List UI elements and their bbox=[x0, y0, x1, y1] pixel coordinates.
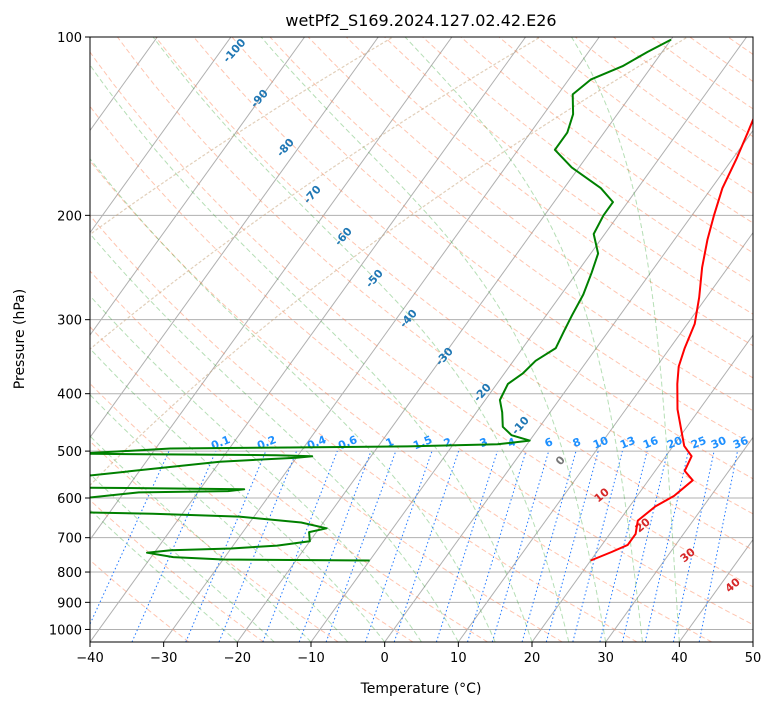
dewpoint-profile-line bbox=[90, 38, 672, 562]
mixing-ratio-label: 16 bbox=[641, 434, 660, 452]
mixing-ratio-label: 36 bbox=[731, 434, 750, 452]
moist-adiabat-line bbox=[90, 394, 349, 642]
mixing-ratio-line bbox=[364, 450, 433, 642]
dry-adiabat-line bbox=[90, 51, 753, 588]
isotherm-line bbox=[90, 37, 306, 336]
mixing-ratio-line bbox=[185, 450, 267, 642]
moist-adiabat-line bbox=[571, 37, 680, 642]
moist-adiabat-line bbox=[90, 435, 312, 642]
dry-adiabat-line bbox=[193, 37, 753, 480]
mixing-ratio-line bbox=[698, 451, 738, 642]
dry-adiabat-line bbox=[90, 160, 712, 642]
temperature-profile-line bbox=[590, 117, 753, 562]
mixing-ratio-label: 10 bbox=[591, 434, 610, 452]
y-tick-label: 500 bbox=[57, 445, 82, 460]
dry-adiabat-line bbox=[90, 270, 563, 642]
x-tick-label: −40 bbox=[76, 651, 103, 666]
mixing-ratio-label: 25 bbox=[689, 434, 708, 452]
mixing-ratio-label: 1 bbox=[384, 435, 396, 450]
y-axis-label: Pressure (hPa) bbox=[12, 289, 28, 389]
y-tick-label: 100 bbox=[57, 31, 82, 46]
dry-adiabat-line bbox=[117, 37, 753, 551]
background-lines bbox=[90, 37, 753, 642]
mixing-ratio-label: 20 bbox=[665, 434, 684, 452]
moist-adiabat-line bbox=[90, 347, 386, 642]
dry-adiabat-line bbox=[90, 214, 638, 642]
moist-adiabat-line bbox=[90, 295, 422, 642]
mixing-ratio-line bbox=[572, 450, 623, 642]
isotherm-line bbox=[90, 37, 453, 541]
y-tick-label: 800 bbox=[57, 566, 82, 581]
mixing-ratio-line bbox=[325, 450, 397, 642]
isotherm-line bbox=[384, 129, 753, 642]
isotherm-line bbox=[531, 334, 753, 642]
moist-adiabat-line bbox=[90, 233, 459, 642]
y-tick-label: 300 bbox=[57, 314, 82, 329]
isotherm-line bbox=[678, 538, 753, 642]
x-tick-label: 10 bbox=[450, 651, 467, 666]
axis-ticks: −40 −30 −20 −10 0 10 20 30 40 50 100 200 300 400 500 60… bbox=[49, 31, 761, 666]
dry-adiabat-line bbox=[90, 559, 190, 642]
dry-adiabat-line bbox=[231, 37, 753, 445]
x-tick-label: 40 bbox=[671, 651, 688, 666]
profile-series bbox=[90, 38, 753, 562]
mixing-ratio-line bbox=[393, 450, 460, 642]
isotherm-line bbox=[457, 231, 753, 642]
mixing-ratio-label: 30 bbox=[709, 434, 728, 452]
isotherm-line bbox=[90, 37, 232, 234]
dry-adiabat-line bbox=[422, 37, 753, 284]
x-tick-label: −20 bbox=[224, 651, 251, 666]
mixing-ratio-line bbox=[545, 450, 599, 642]
dry-adiabat-line bbox=[90, 382, 414, 642]
moist-adiabat-line bbox=[260, 37, 607, 642]
x-tick-label: 20 bbox=[524, 651, 541, 666]
mixing-ratio-label: 13 bbox=[618, 434, 637, 452]
chart-title: wetPf2_S169.2024.127.02.42.E26 bbox=[285, 11, 556, 31]
isotherm-line bbox=[310, 37, 748, 642]
dry-adiabat-line bbox=[90, 105, 753, 626]
x-tick-label: 30 bbox=[597, 651, 614, 666]
mixing-ratio-line bbox=[435, 450, 498, 642]
moist-adiabat-line bbox=[90, 64, 533, 642]
isotherm-line bbox=[163, 37, 600, 642]
mixing-ratio-line bbox=[599, 450, 648, 642]
x-tick-label: −10 bbox=[297, 651, 324, 666]
y-tick-label: 700 bbox=[57, 532, 82, 547]
moist-adiabat-line bbox=[152, 37, 570, 642]
y-tick-label: 400 bbox=[57, 388, 82, 403]
x-axis-label: Temperature (°C) bbox=[360, 681, 482, 697]
x-tick-label: 0 bbox=[381, 651, 389, 666]
mixing-ratio-line bbox=[521, 450, 577, 642]
y-tick-label: 900 bbox=[57, 596, 82, 611]
mixing-ratio-label: 2 bbox=[442, 435, 454, 450]
y-tick-label: 600 bbox=[57, 492, 82, 507]
moist-adiabat-line bbox=[404, 37, 643, 642]
y-tick-label: 200 bbox=[57, 209, 82, 224]
plot-frame bbox=[89, 36, 754, 643]
y-tick-label: 1000 bbox=[49, 623, 82, 638]
mixing-ratio-line bbox=[467, 450, 527, 642]
isotherm-line bbox=[90, 37, 527, 642]
mixing-ratio-label: 3 bbox=[478, 435, 490, 450]
dry-adiabat-line bbox=[384, 37, 753, 315]
mixing-ratio-line bbox=[131, 450, 217, 642]
mixing-ratio-line bbox=[90, 450, 170, 626]
mixing-ratio-label: 8 bbox=[571, 435, 583, 450]
isotherm-line bbox=[90, 37, 379, 439]
mixing-ratio-line bbox=[644, 450, 689, 642]
mixing-ratio-line bbox=[621, 450, 669, 642]
x-tick-label: 50 bbox=[745, 651, 762, 666]
mixing-ratio-line bbox=[672, 450, 715, 642]
dry-adiabat-line bbox=[345, 37, 753, 347]
isotherm-line bbox=[605, 436, 753, 642]
mixing-ratio-line bbox=[491, 450, 550, 642]
x-tick-label: −30 bbox=[150, 651, 177, 666]
